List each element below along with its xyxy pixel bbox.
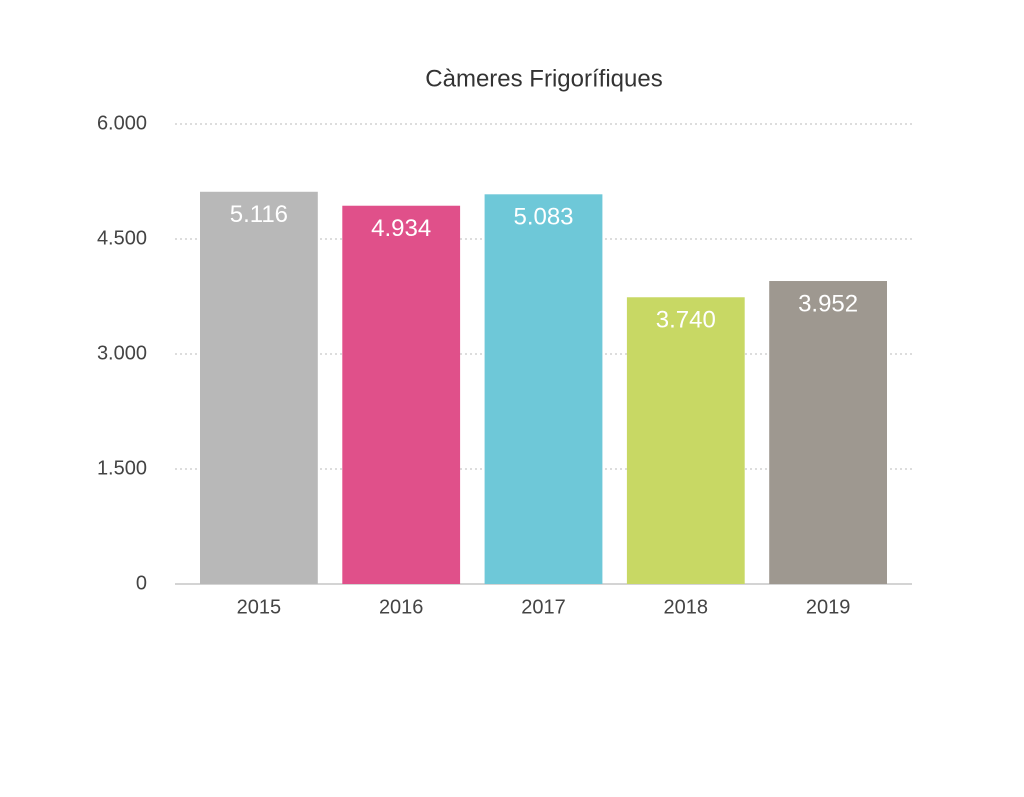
bar [626, 297, 745, 584]
bar [342, 205, 461, 584]
x-tick-label: 2019 [806, 596, 851, 618]
bar [769, 281, 887, 584]
x-tick-label: 2018 [664, 596, 709, 618]
y-tick-label: 0 [136, 572, 147, 594]
chart-title: Càmeres Frigorífiques [425, 65, 662, 92]
y-tick-label: 6.000 [97, 112, 147, 134]
y-tick-label: 1.500 [97, 457, 147, 479]
value-label: 4.934 [371, 215, 431, 242]
x-tick-label: 2017 [521, 596, 566, 618]
value-label: 5.083 [513, 204, 573, 231]
value-label: 5.116 [230, 201, 288, 228]
x-tick-label: 2015 [237, 596, 282, 618]
bar [200, 191, 318, 585]
x-tick-label: 2016 [379, 596, 424, 618]
value-label: 3.952 [798, 290, 858, 317]
y-tick-label: 3.000 [97, 342, 147, 364]
y-tick-label: 4.500 [97, 227, 147, 249]
value-label: 3.740 [656, 307, 716, 334]
bar [484, 194, 603, 584]
